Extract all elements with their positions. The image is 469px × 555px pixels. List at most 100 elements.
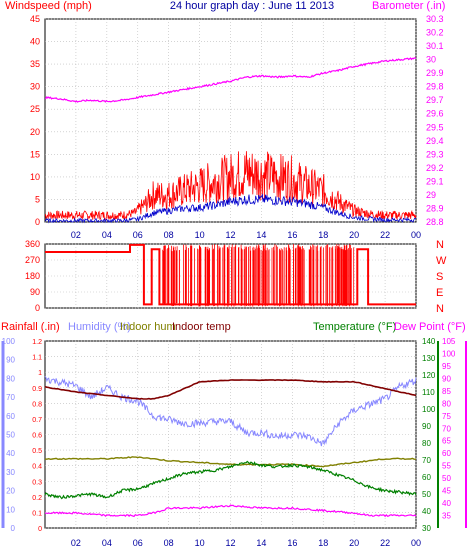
y-tick-dew-95: 95: [442, 362, 451, 371]
x-tick-wind-16: 16: [287, 230, 297, 240]
x-tick-wind-12: 12: [225, 230, 235, 240]
y-tick-baro-29.2: 29.2: [426, 163, 444, 173]
series-barometer: [44, 57, 417, 103]
y-tick-dew-35: 35: [442, 512, 451, 521]
x-tick-temp-02: 02: [71, 538, 81, 548]
series-indoor-humidity: [44, 456, 417, 468]
y-tick-dir-0: 0: [35, 303, 40, 313]
y-tick-humidity-0: 0: [11, 524, 16, 533]
y-tick-baro-30.2: 30.2: [426, 28, 444, 38]
y-tick-rain-0.9: 0.9: [32, 386, 42, 393]
x-tick-temp-14: 14: [256, 538, 266, 548]
x-tick-wind-14: 14: [256, 230, 266, 240]
y-tick-humidity-60: 60: [6, 412, 15, 421]
rainfall-axis-label: Rainfall (.in): [1, 321, 60, 333]
y-tick-temp-90: 90: [422, 422, 431, 431]
y-tick-rain-1.2: 1.2: [32, 339, 42, 346]
panel-frames: [1, 18, 467, 529]
y-tick-rain-0.6: 0.6: [32, 433, 42, 440]
y-tick-rain-0.1: 0.1: [32, 510, 42, 517]
series-wind-direction-bursts: [162, 244, 355, 307]
y-tick-dew-65: 65: [442, 437, 451, 446]
x-tick-temp-12: 12: [225, 538, 235, 548]
compass-label-N-0: N: [436, 239, 444, 251]
y-tick-temp-140: 140: [422, 337, 436, 346]
y-tick-humidity-100: 100: [2, 337, 16, 346]
axis-labels: 24 hour graph day : June 11 2013 Windspe…: [1, 0, 466, 548]
y-tick-baro-29.9: 29.9: [426, 68, 444, 78]
y-tick-baro-29.5: 29.5: [426, 122, 444, 132]
y-tick-temp-70: 70: [422, 456, 431, 465]
x-tick-temp-04: 04: [102, 538, 112, 548]
x-tick-wind-04: 04: [102, 230, 112, 240]
x-tick-temp-16: 16: [287, 538, 297, 548]
y-tick-baro-29.7: 29.7: [426, 95, 444, 105]
y-tick-baro-30.1: 30.1: [426, 41, 444, 51]
indoor-temp-label: Indoor temp: [172, 321, 231, 333]
y-tick-rain-0.5: 0.5: [32, 448, 42, 455]
series-temperature: [44, 460, 417, 500]
y-tick-dir-270: 270: [25, 255, 40, 265]
y-tick-dew-85: 85: [442, 387, 451, 396]
x-tick-temp-06: 06: [133, 538, 143, 548]
y-tick-temp-100: 100: [422, 405, 436, 414]
y-tick-dew-70: 70: [442, 424, 451, 433]
x-tick-temp-00: 00: [411, 538, 421, 548]
y-tick-dew-45: 45: [442, 487, 451, 496]
y-tick-wind-35: 35: [30, 59, 40, 69]
y-tick-temp-60: 60: [422, 473, 431, 482]
y-tick-wind-45: 45: [30, 14, 40, 24]
y-tick-wind-40: 40: [30, 37, 40, 47]
compass-label-E-3: E: [436, 287, 443, 299]
x-tick-wind-20: 20: [349, 230, 359, 240]
x-tick-wind-08: 08: [164, 230, 174, 240]
y-tick-rain-0: 0: [38, 526, 42, 533]
compass-label-N-4: N: [436, 303, 444, 315]
y-tick-baro-30: 30: [426, 55, 436, 65]
y-tick-humidity-50: 50: [6, 431, 15, 440]
y-tick-rain-0.7: 0.7: [32, 417, 42, 424]
y-tick-wind-5: 5: [35, 194, 40, 204]
y-tick-rain-0.4: 0.4: [32, 464, 42, 471]
y-tick-dew-90: 90: [442, 374, 451, 383]
x-tick-temp-20: 20: [349, 538, 359, 548]
y-tick-baro-29.8: 29.8: [426, 82, 444, 92]
y-tick-baro-28.9: 28.9: [426, 203, 444, 213]
y-tick-baro-29.1: 29.1: [426, 176, 444, 186]
y-tick-wind-20: 20: [30, 127, 40, 137]
barometer-axis-label: Barometer (.in): [372, 0, 445, 12]
y-tick-humidity-10: 10: [6, 505, 15, 514]
dewpoint-axis-label: Dew Point (°F): [394, 321, 466, 333]
series-wind-direction: [45, 243, 416, 306]
y-tick-temp-110: 110: [422, 388, 435, 397]
y-tick-rain-0.3: 0.3: [32, 479, 42, 486]
y-tick-baro-29: 29: [426, 190, 436, 200]
x-tick-wind-02: 02: [71, 230, 81, 240]
y-tick-dew-40: 40: [442, 499, 451, 508]
y-tick-dew-50: 50: [442, 474, 451, 483]
y-tick-wind-0: 0: [35, 217, 40, 227]
y-tick-wind-25: 25: [30, 104, 40, 114]
y-tick-wind-30: 30: [30, 82, 40, 92]
compass-label-W-1: W: [436, 255, 447, 267]
x-tick-temp-22: 22: [380, 538, 390, 548]
chart-title: 24 hour graph day : June 11 2013: [170, 0, 334, 12]
y-tick-rain-1: 1: [38, 370, 42, 377]
y-tick-baro-29.3: 29.3: [426, 149, 444, 159]
series-dewpoint: [44, 504, 417, 518]
indoor-hum-label: Indoor hum: [120, 321, 176, 333]
y-tick-dew-105: 105: [442, 337, 456, 346]
y-tick-temp-130: 130: [422, 354, 436, 363]
y-tick-humidity-80: 80: [6, 374, 15, 383]
y-tick-dir-180: 180: [25, 271, 40, 281]
y-tick-dew-60: 60: [442, 449, 451, 458]
x-tick-wind-00: 00: [411, 230, 421, 240]
y-tick-rain-1.1: 1.1: [32, 355, 42, 362]
x-tick-wind-18: 18: [318, 230, 328, 240]
y-tick-baro-29.6: 29.6: [426, 109, 444, 119]
series-humidity: [44, 376, 417, 447]
x-tick-temp-10: 10: [195, 538, 205, 548]
data-series: [44, 57, 417, 518]
y-tick-dew-100: 100: [442, 349, 456, 358]
